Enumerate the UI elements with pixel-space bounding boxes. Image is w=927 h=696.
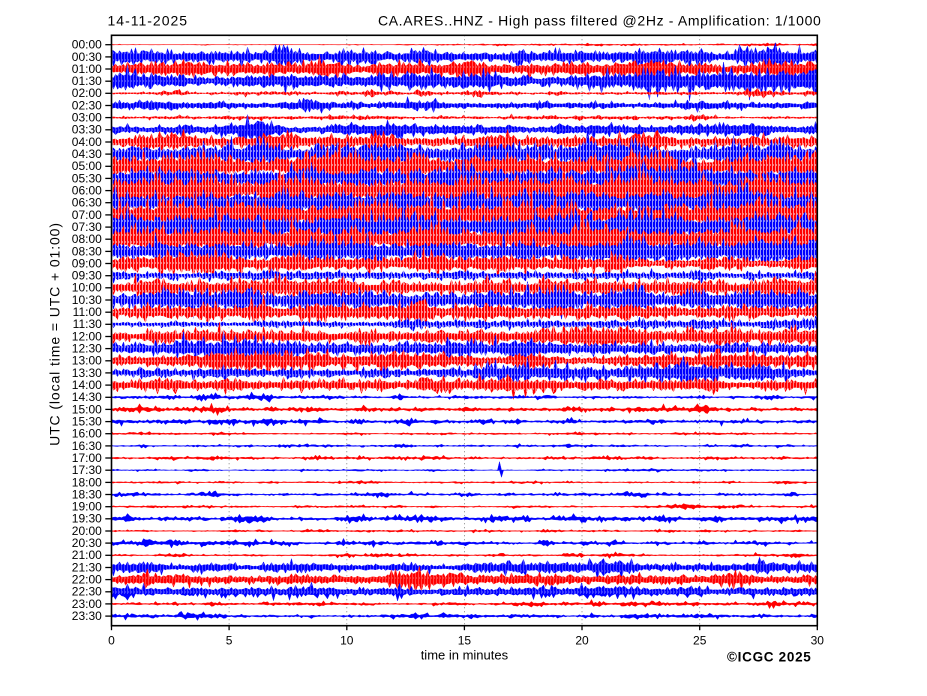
svg-text:14:30: 14:30 [72,390,102,404]
svg-text:00:00: 00:00 [72,38,102,52]
svg-text:21:30: 21:30 [72,560,102,574]
svg-text:02:00: 02:00 [72,86,102,100]
svg-text:04:00: 04:00 [72,135,102,149]
svg-text:06:00: 06:00 [72,184,102,198]
svg-text:19:30: 19:30 [72,512,102,526]
svg-text:0: 0 [108,634,115,648]
svg-text:23:30: 23:30 [72,609,102,623]
svg-text:22:00: 22:00 [72,573,102,587]
svg-text:11:00: 11:00 [73,305,102,319]
svg-text:00:30: 00:30 [72,50,102,64]
svg-text:17:30: 17:30 [72,463,102,477]
svg-text:13:00: 13:00 [72,354,102,368]
svg-text:06:30: 06:30 [72,196,102,210]
svg-text:12:30: 12:30 [72,342,102,356]
svg-text:10: 10 [340,634,354,648]
svg-text:16:30: 16:30 [72,439,102,453]
svg-text:03:00: 03:00 [72,111,102,125]
svg-text:18:30: 18:30 [72,487,102,501]
svg-text:20:00: 20:00 [72,524,102,538]
svg-text:13:30: 13:30 [72,366,102,380]
svg-text:07:30: 07:30 [72,220,102,234]
svg-text:22:30: 22:30 [72,585,102,599]
svg-text:07:00: 07:00 [72,208,102,222]
svg-text:12:00: 12:00 [72,329,102,343]
svg-text:UTC (local time = UTC + 01:00): UTC (local time = UTC + 01:00) [47,222,63,446]
svg-text:17:00: 17:00 [72,451,102,465]
svg-text:10:00: 10:00 [72,281,102,295]
svg-text:25: 25 [693,634,707,648]
svg-text:01:30: 01:30 [72,74,102,88]
svg-text:time in minutes: time in minutes [421,648,509,663]
svg-text:14:00: 14:00 [72,378,102,392]
svg-text:09:30: 09:30 [72,269,102,283]
svg-text:20: 20 [575,634,589,648]
svg-text:21:00: 21:00 [72,548,102,562]
svg-text:18:00: 18:00 [72,475,102,489]
svg-text:11:30: 11:30 [73,317,102,331]
svg-text:01:00: 01:00 [72,62,102,76]
svg-text:03:30: 03:30 [72,123,102,137]
svg-text:20:30: 20:30 [72,536,102,550]
svg-text:30: 30 [811,634,825,648]
svg-text:05:30: 05:30 [72,171,102,185]
svg-text:09:00: 09:00 [72,256,102,270]
svg-text:CA.ARES..HNZ - High pass filte: CA.ARES..HNZ - High pass filtered @2Hz -… [378,13,822,29]
svg-text:16:00: 16:00 [72,427,102,441]
svg-text:04:30: 04:30 [72,147,102,161]
svg-text:14-11-2025: 14-11-2025 [108,13,189,29]
svg-text:23:00: 23:00 [72,597,102,611]
svg-text:10:30: 10:30 [72,293,102,307]
svg-text:15:30: 15:30 [72,415,102,429]
svg-text:19:00: 19:00 [72,500,102,514]
svg-text:15: 15 [458,634,472,648]
svg-text:5: 5 [226,634,233,648]
svg-text:08:00: 08:00 [72,232,102,246]
svg-text:©ICGC 2025: ©ICGC 2025 [727,650,811,665]
svg-text:05:00: 05:00 [72,159,102,173]
svg-text:02:30: 02:30 [72,98,102,112]
svg-text:08:30: 08:30 [72,244,102,258]
svg-text:15:00: 15:00 [72,402,102,416]
